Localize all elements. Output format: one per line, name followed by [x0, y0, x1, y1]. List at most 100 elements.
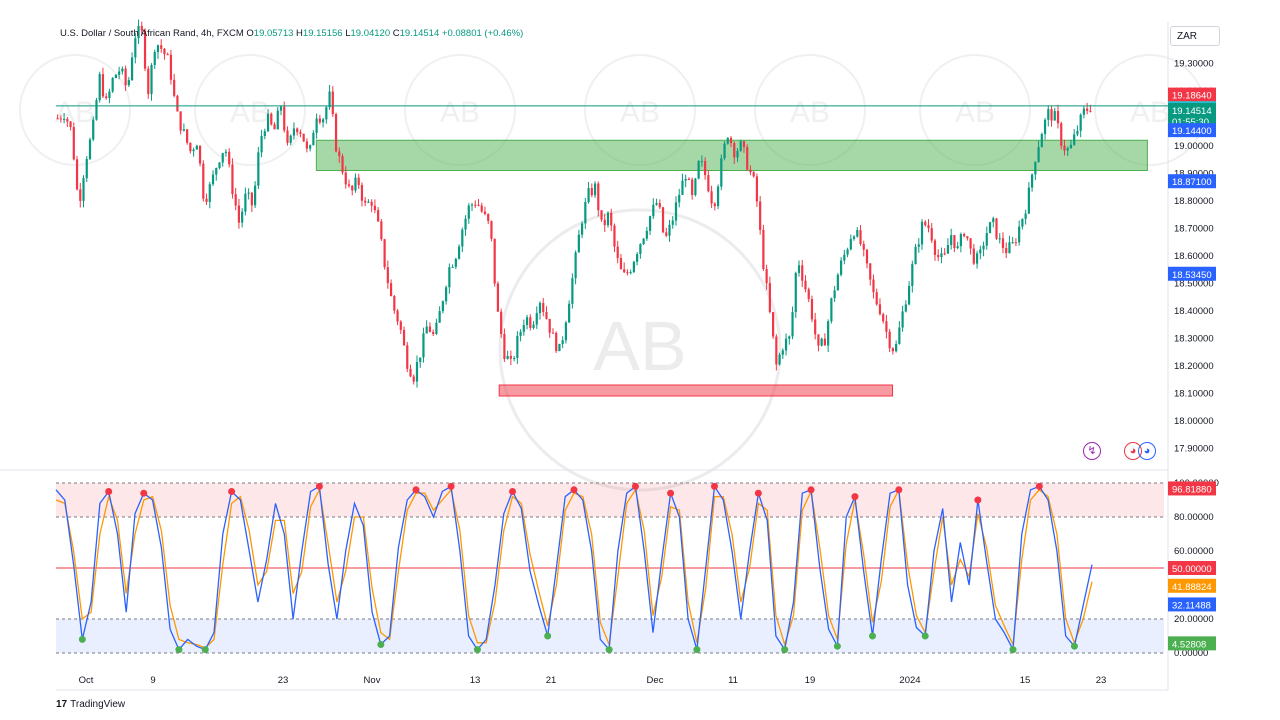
candle-body [237, 205, 241, 223]
candle-body [823, 338, 827, 346]
candle-body [1040, 134, 1043, 148]
candle-body [464, 218, 467, 230]
candle-body [477, 204, 480, 206]
candle-body [878, 304, 882, 315]
candle-body [742, 141, 746, 148]
candle-body [716, 186, 720, 207]
candle-body [1063, 145, 1066, 151]
candle-body [846, 249, 849, 255]
candle-body [182, 129, 185, 131]
candle-body [432, 331, 435, 334]
tradingview-logo[interactable]: 17 TradingView [56, 699, 125, 710]
candle-body [1056, 111, 1060, 124]
high-label: H [296, 28, 303, 39]
candle-body [286, 130, 289, 143]
candle-body [704, 161, 707, 176]
candle-body [555, 332, 558, 352]
time-tick-label: Oct [79, 675, 94, 686]
candle-body [953, 235, 956, 249]
candle-body [231, 164, 234, 195]
candle-body [396, 310, 399, 322]
symbol-legend[interactable]: U.S. Dollar / South African Rand, 4h, FX… [60, 28, 523, 39]
candle-body [1047, 109, 1050, 120]
overbought-dot [105, 488, 113, 495]
low-value: 19.04120 [350, 28, 391, 39]
candle-body [457, 246, 461, 259]
candle-body [875, 292, 878, 305]
candle-body [532, 324, 535, 328]
candle-body [137, 26, 140, 39]
candle-body [648, 216, 652, 231]
candle-body [88, 139, 92, 159]
candle-body [966, 236, 969, 239]
candle-body [548, 318, 551, 333]
price-label: 18.53450 [1172, 270, 1212, 281]
candle-body [441, 301, 444, 312]
candle-body [937, 254, 940, 258]
candle-body [904, 304, 907, 312]
candle-body [558, 343, 561, 352]
candle-body [671, 220, 674, 225]
watermark-text: AB [620, 96, 660, 129]
candle-body [438, 311, 441, 323]
candle-body [668, 224, 671, 236]
candle-body [257, 152, 260, 186]
candle-body [687, 178, 691, 180]
candle-body [788, 336, 791, 339]
price-label: 19.14514 [1172, 106, 1212, 117]
time-tick-label: 9 [150, 675, 155, 686]
candle-body [998, 238, 1001, 240]
flag-icon[interactable]: ◕ [1138, 442, 1156, 460]
price-tick-label: 19.00000 [1174, 141, 1214, 152]
candle-body [580, 223, 584, 235]
oversold-dot [833, 642, 841, 650]
candle-body [412, 376, 415, 382]
candle-body [56, 118, 59, 120]
candle-body [263, 131, 266, 136]
price-label: 19.14400 [1172, 126, 1212, 137]
candle-body [195, 145, 198, 150]
candle-body [509, 355, 512, 359]
candle-body [360, 185, 364, 201]
candle-body [409, 368, 412, 377]
currency-button[interactable]: ZAR [1170, 26, 1220, 46]
watermark-text: AB [790, 96, 830, 129]
tradingview-name: TradingView [70, 699, 126, 710]
candle-body [519, 331, 522, 336]
candle-body [357, 177, 360, 186]
oversold-dot [605, 646, 613, 654]
candle-body [755, 176, 759, 202]
lightning-icon[interactable]: ↯ [1083, 442, 1101, 460]
candle-body [406, 345, 409, 369]
stoch-tick-label: 80.00000 [1174, 512, 1214, 523]
candle-body [943, 253, 946, 255]
candle-body [839, 260, 843, 275]
time-axis[interactable]: Oct 9 23 Nov 13 21 Dec 11 19 2024 15 23 [79, 675, 1107, 686]
candle-body [979, 249, 982, 254]
candle-body [140, 26, 143, 31]
candle-body [891, 348, 894, 352]
countdown-label: 01:55:30 [1172, 117, 1209, 128]
price-label: 18.87100 [1172, 177, 1212, 188]
candle-body [312, 132, 315, 146]
candle-body [665, 232, 668, 236]
candle-body [814, 319, 817, 335]
oversold-dot [869, 632, 877, 640]
price-tick-label: 18.70000 [1174, 223, 1214, 234]
oversold-dot [78, 635, 86, 643]
candle-body [681, 180, 684, 195]
price-axis[interactable]: 19.4000019.3000019.2000019.1000019.00000… [1174, 31, 1219, 659]
candle-body [1043, 119, 1047, 135]
candle-body [218, 162, 221, 169]
time-tick-label: Nov [364, 675, 381, 686]
candle-body [746, 147, 749, 170]
overbought-dot [412, 486, 420, 494]
time-tick-label: 19 [805, 675, 816, 686]
candle-body [772, 312, 775, 337]
watermark-text: AB [955, 96, 995, 129]
candle-body [623, 269, 626, 273]
candle-body [1011, 242, 1014, 244]
watermark-text: AB [55, 96, 95, 129]
candle-body [655, 203, 658, 205]
